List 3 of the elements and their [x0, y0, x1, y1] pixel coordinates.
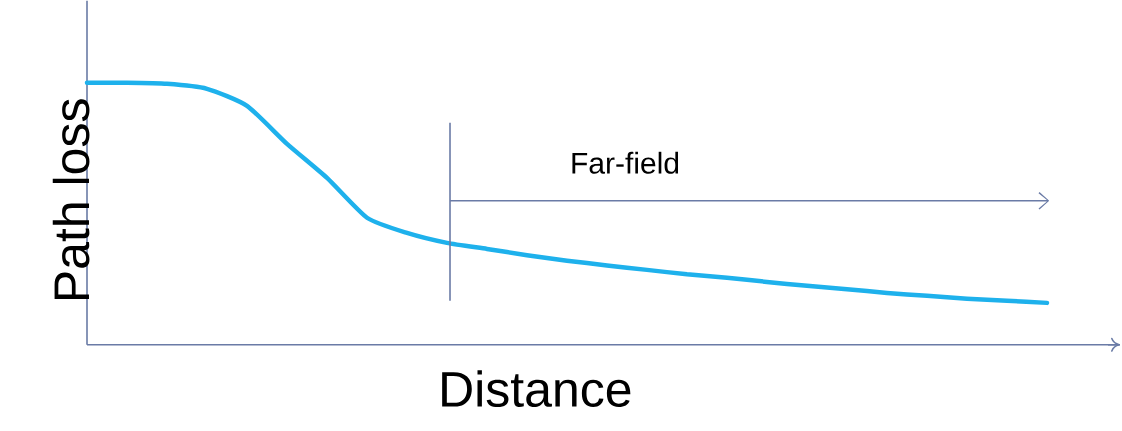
x-axis-title: Distance	[442, 370, 631, 408]
y-axis-title: Path loss	[52, 99, 90, 300]
annotation: Far-field	[572, 151, 679, 174]
